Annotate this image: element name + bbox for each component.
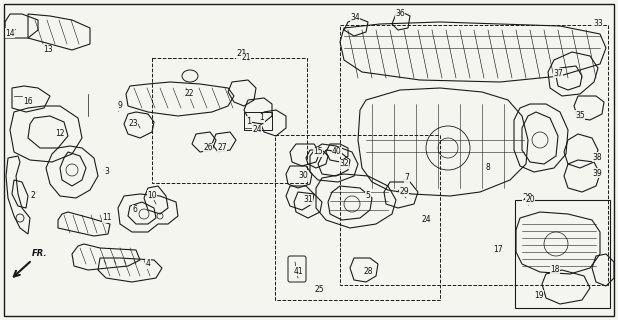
- Text: 32: 32: [339, 159, 349, 169]
- Text: 37: 37: [553, 68, 563, 77]
- Text: 16: 16: [23, 97, 33, 106]
- Text: 23: 23: [128, 118, 138, 127]
- Bar: [340, 25, 608, 285]
- Text: 24: 24: [252, 125, 261, 134]
- Text: 13: 13: [43, 45, 53, 54]
- Text: 38: 38: [592, 153, 602, 162]
- Text: 24: 24: [252, 125, 262, 134]
- Text: 35: 35: [575, 110, 585, 119]
- Text: 26: 26: [203, 143, 213, 153]
- Text: 18: 18: [550, 266, 560, 275]
- Text: 17: 17: [493, 244, 503, 253]
- Bar: [152, 58, 307, 183]
- Text: 9: 9: [117, 101, 122, 110]
- Text: 15: 15: [313, 148, 323, 156]
- Text: 21: 21: [241, 53, 251, 62]
- Text: 41: 41: [293, 267, 303, 276]
- Text: 1: 1: [260, 114, 265, 123]
- Text: 31: 31: [303, 196, 313, 204]
- Bar: [515, 200, 610, 308]
- Text: 10: 10: [147, 190, 157, 199]
- Text: 1: 1: [247, 116, 252, 125]
- Text: 21: 21: [237, 50, 247, 59]
- Text: 5: 5: [366, 191, 370, 201]
- Text: 11: 11: [102, 213, 112, 222]
- Text: 19: 19: [534, 291, 544, 300]
- Text: 28: 28: [363, 268, 373, 276]
- Text: 30: 30: [298, 171, 308, 180]
- Text: 20: 20: [525, 196, 535, 204]
- Text: 6: 6: [133, 205, 137, 214]
- Text: 24: 24: [422, 215, 431, 225]
- Text: 33: 33: [593, 19, 603, 28]
- Text: 3: 3: [104, 167, 109, 177]
- Text: 2: 2: [31, 191, 35, 201]
- Bar: [244, 112, 272, 130]
- Text: 39: 39: [592, 169, 602, 178]
- Text: 36: 36: [395, 10, 405, 19]
- Text: 22: 22: [184, 90, 194, 99]
- Text: 14: 14: [5, 28, 15, 37]
- Text: 20: 20: [523, 193, 533, 202]
- Bar: [275, 135, 440, 300]
- Text: 8: 8: [486, 164, 490, 172]
- Text: 34: 34: [350, 13, 360, 22]
- Text: 4: 4: [146, 260, 150, 268]
- Text: 27: 27: [217, 143, 227, 153]
- Text: 7: 7: [405, 173, 410, 182]
- Text: 40: 40: [332, 148, 342, 156]
- Text: 24: 24: [421, 215, 431, 225]
- Text: 29: 29: [399, 188, 409, 196]
- Text: FR.: FR.: [32, 249, 48, 258]
- Text: 12: 12: [55, 130, 65, 139]
- Text: 25: 25: [314, 285, 324, 294]
